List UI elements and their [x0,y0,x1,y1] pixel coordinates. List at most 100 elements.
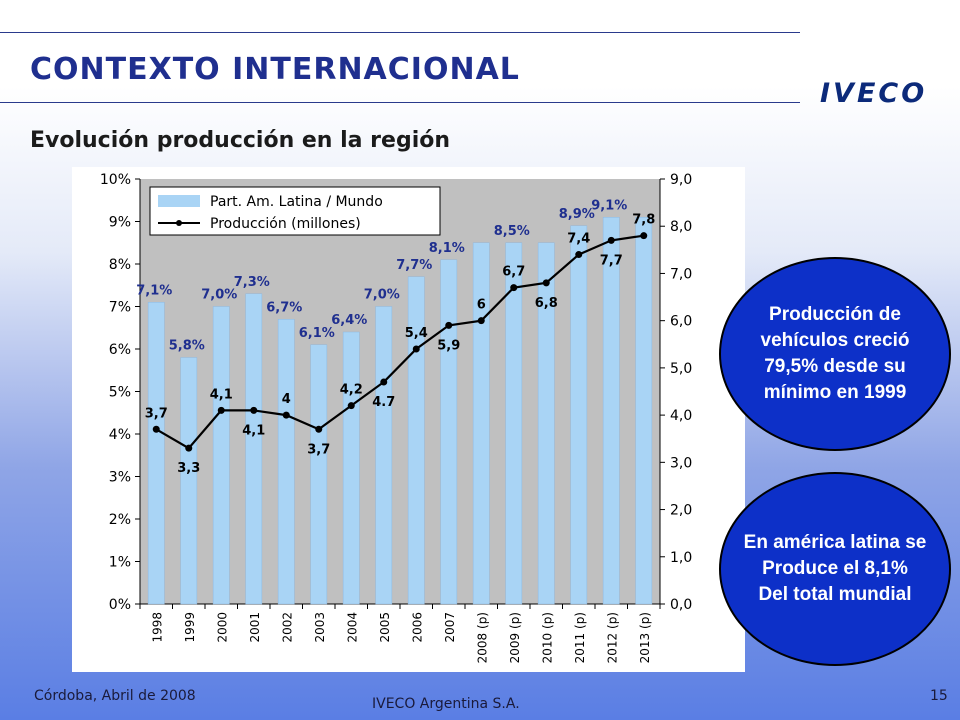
left-axis-tick-label: 6% [109,342,131,358]
line-point [185,444,193,452]
right-axis-tick-label: 5,0 [670,361,692,377]
line-data-label: 7,7 [600,253,623,268]
bar-data-label: 9,1% [591,198,627,213]
footer-date: Córdoba, Abril de 2008 [34,688,196,704]
right-axis-tick-label: 9,0 [670,172,692,188]
bar [342,331,360,605]
right-axis-tick-label: 2,0 [670,503,692,519]
line-data-label: 7,4 [567,232,590,247]
left-axis-tick-label: 3% [109,470,131,486]
right-axis-tick-label: 1,0 [670,550,692,566]
left-axis-tick-label: 5% [109,385,131,401]
bar-data-label: 7,0% [201,288,237,303]
line-data-label: 3,7 [145,406,168,421]
bar-data-label: 8,5% [494,224,530,239]
bar [310,344,328,605]
production-chart: 0% 1% 2% 3% 4% 5% 6% 7% 8% 9% 10% 0,0 1,0 2,0 3,0 4,0 5,… [72,167,745,672]
left-axis-tick-label: 0% [109,597,131,613]
right-axis-tick-label: 8,0 [670,219,692,235]
x-axis-category-label: 2013 (p) [638,612,652,663]
x-axis-category-label: 2010 (p) [540,612,554,663]
footer-company: IVECO Argentina S.A. [372,696,520,712]
line-point [282,411,290,419]
line-data-label: 4,1 [242,423,265,438]
line-data-label: 3,3 [177,461,200,476]
line-data-label: 4,1 [210,387,233,402]
bar-data-label: 8,9% [559,207,595,222]
bar [375,306,393,605]
line-data-label: 3,7 [307,442,330,457]
production-line [155,234,644,450]
bar [602,217,620,605]
legend-label: Producción (millones) [210,216,361,232]
bar [505,242,523,605]
line-data-label: 4.7 [372,395,395,410]
line-point [477,317,485,325]
line-point [380,378,388,386]
line-data-label: 6 [477,298,486,313]
left-axis-tick-label: 9% [109,215,131,231]
callout-line: En américa latina se [743,532,927,553]
callout-line: vehículos creció [760,330,910,351]
bar [472,242,490,605]
line-point [542,279,550,287]
line-data-label: 4 [282,392,291,407]
iveco-logo: IVECO [820,78,928,109]
line-data-label: 7,8 [632,213,655,228]
left-axis-tick-label: 2% [109,512,131,528]
line-point [217,406,225,414]
line-data-label: 5,9 [437,338,460,353]
line-point [510,284,518,292]
x-axis-category-label: 2002 [280,612,294,643]
bar [407,276,425,605]
chart-svg: 0% 1% 2% 3% 4% 5% 6% 7% 8% 9% 10% 0,0 1,0 2,0 3,0 4,0 5,… [100,172,692,663]
x-axis-category-label: 2004 [345,612,359,643]
right-axis-tick-label: 0,0 [670,597,692,613]
bar-data-label: 7,0% [364,288,400,303]
line-point [315,425,323,433]
bar [245,293,263,605]
right-axis-tick-label: 6,0 [670,314,692,330]
callout-line: mínimo en 1999 [763,382,907,403]
bar [635,217,653,605]
line-point [575,251,583,259]
right-axis-tick-label: 7,0 [670,266,692,282]
legend-label: Part. Am. Latina / Mundo [210,194,383,210]
x-axis-category-label: 2001 [248,612,262,643]
callout-oval-share: En américa latina se Produce el 8,1% Del… [719,472,951,666]
x-axis-category-label: 2003 [313,612,327,643]
x-axis-category-label: 2009 (p) [508,612,522,663]
bar-data-label: 8,1% [429,241,465,256]
bar [180,357,198,605]
bar [212,306,230,605]
bar-data-label: 6,1% [299,326,335,341]
line-data-label: 5,4 [405,326,428,341]
x-axis-category-label: 2011 (p) [573,612,587,663]
bar [570,225,588,605]
bar-data-label: 7,3% [234,275,270,290]
bar [277,319,295,605]
bar-data-label: 7,7% [396,258,432,273]
line-point [152,425,160,433]
x-axis-category-label: 1999 [183,612,197,643]
line-data-label: 6,8 [535,296,558,311]
line-data-label: 4,2 [340,383,363,398]
x-axis-category-label: 2012 (p) [605,612,619,663]
callout-line: Del total mundial [758,584,912,605]
legend-swatch-bar [158,195,200,207]
x-axis-category-label: 2008 (p) [475,612,489,663]
x-axis-category-label: 2007 [443,612,457,643]
left-axis-tick-label: 8% [109,257,131,273]
x-axis-category-label: 2005 [378,612,392,643]
left-axis-tick-label: 4% [109,427,131,443]
bar-data-label: 6,7% [266,300,302,315]
left-axis-tick-label: 10% [100,172,131,188]
right-axis-tick-label: 3,0 [670,455,692,471]
bar [147,302,165,605]
legend-swatch-point [176,220,182,226]
line-point [640,232,648,240]
bar-data-label: 6,4% [331,313,367,328]
bar [440,259,458,605]
line-point [445,321,453,329]
bar [537,242,555,605]
